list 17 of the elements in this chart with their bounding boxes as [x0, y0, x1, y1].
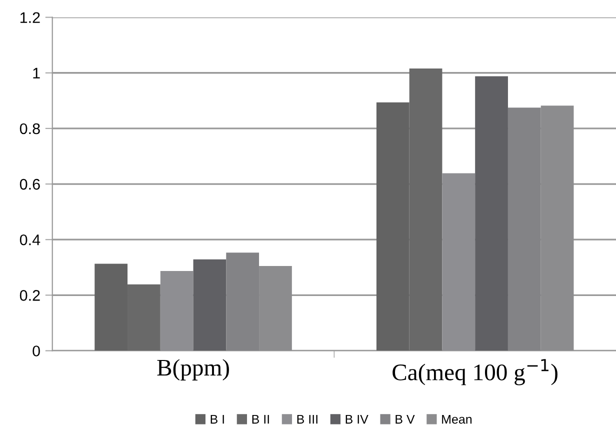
bar	[475, 76, 508, 351]
y-tick-label: 0.4	[20, 234, 40, 246]
y-tick-label: 0.6	[20, 178, 40, 190]
legend-label: B I	[210, 414, 224, 424]
x-tick-label: Ca(meq 100 g$^{−1}$)	[392, 359, 558, 386]
y-tick-label: 0.2	[20, 290, 40, 301]
legend-label: Mean	[442, 414, 472, 424]
y-tick-label: 0	[32, 346, 40, 356]
legend-label: B IV	[346, 414, 368, 424]
legend-label: B II	[252, 414, 269, 424]
y-tick-label: 1	[33, 68, 40, 78]
legend-label: B V	[396, 414, 415, 424]
bar	[193, 259, 226, 351]
x-tick-label: B(ppm)	[157, 359, 229, 380]
legend-label: B III	[297, 414, 318, 424]
y-tick-label: 1.2	[20, 12, 40, 23]
y-tick-label: 0.8	[20, 123, 40, 134]
